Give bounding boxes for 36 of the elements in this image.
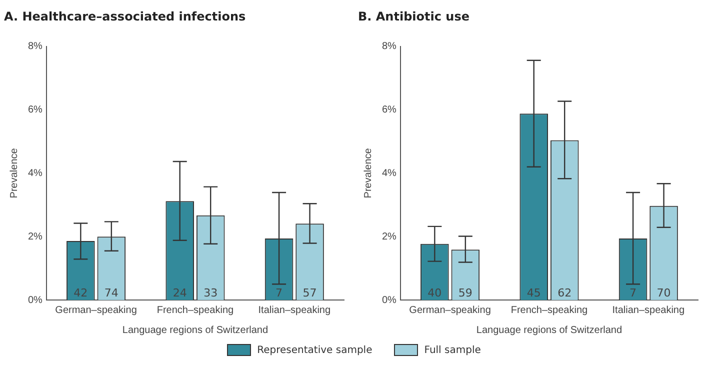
x-tick-label: Italian–speaking: [258, 304, 331, 316]
legend-label: Full sample: [424, 344, 481, 356]
chart-title: A. Healthcare–associated infections: [4, 9, 246, 24]
x-axis-title: Language regions of Switzerland: [476, 324, 622, 336]
y-tick-label: 2%: [28, 231, 43, 242]
annotation: 7: [276, 286, 283, 300]
x-tick-label: German–speaking: [55, 304, 137, 316]
annotation: 74: [104, 286, 118, 300]
annotation: 45: [526, 286, 541, 300]
legend-label: Representative sample: [257, 344, 372, 356]
y-tick-label: 0%: [28, 294, 43, 306]
annotation: 42: [74, 286, 88, 300]
y-axis-title: Prevalence: [362, 148, 374, 198]
annotation: 33: [204, 286, 218, 300]
y-tick-label: 6%: [28, 104, 43, 116]
y-axis-title: Prevalence: [8, 148, 20, 198]
annotation: 62: [558, 286, 572, 300]
x-tick-label: French–speaking: [510, 304, 588, 316]
x-tick-label: German–speaking: [409, 304, 491, 316]
y-tick-label: 4%: [382, 168, 397, 179]
y-tick-label: 8%: [382, 41, 397, 52]
y-tick-label: 0%: [382, 294, 397, 306]
annotation: 40: [428, 286, 442, 300]
x-tick-label: Italian–speaking: [612, 304, 685, 316]
annotation: 59: [458, 286, 472, 300]
y-tick-label: 8%: [28, 41, 43, 52]
chart-title: B. Antibiotic use: [358, 9, 470, 24]
y-tick-label: 6%: [382, 104, 397, 116]
annotation: 24: [172, 286, 187, 300]
annotation: 7: [630, 286, 637, 300]
annotation: 70: [656, 286, 671, 300]
annotation: 57: [302, 286, 317, 300]
x-tick-label: French–speaking: [156, 304, 234, 316]
x-axis-title: Language regions of Switzerland: [122, 324, 268, 336]
y-tick-label: 4%: [28, 168, 43, 179]
y-tick-label: 2%: [382, 231, 397, 242]
